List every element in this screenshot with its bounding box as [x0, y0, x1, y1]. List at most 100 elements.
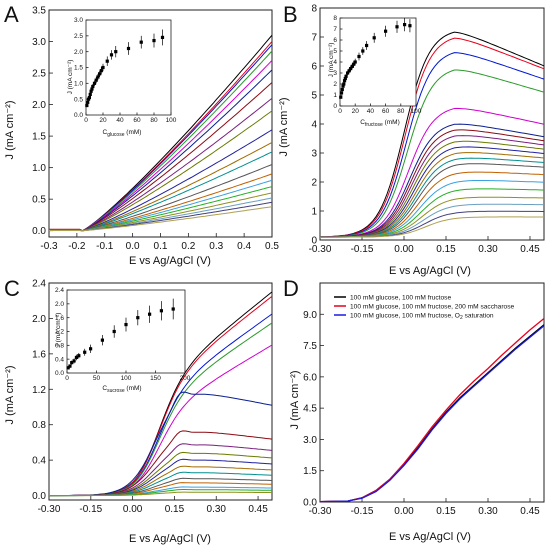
panel-b-inset-ytick-label: 3: [333, 70, 337, 77]
panel-d-xtick-label: 0.15: [436, 506, 456, 517]
panel-c-xtick-label: 0.15: [165, 504, 185, 515]
panel-c-inset-point: [68, 364, 72, 368]
panel-b-inset-ytick-label: 0: [333, 103, 337, 110]
panel-a-inset-point: [88, 92, 92, 97]
panel-a-inset-point: [87, 95, 91, 100]
panel-c-inset-point: [72, 359, 76, 363]
panel-c-xlabel: E vs Ag/AgCl (V): [129, 533, 211, 545]
panel-b-xtick-label: 0.15: [436, 244, 456, 255]
panel-a-inset-point: [94, 78, 98, 82]
panel-a-ytick-label: 1.5: [32, 132, 46, 143]
panel-c-plot: -0.30 -0.15 0.00 0.15 0.30 0.450.00.40.81.21.…: [32, 279, 273, 515]
panel-a-inset-point: [101, 65, 105, 70]
panel-b-inset-xtick-label: 20: [352, 108, 360, 115]
panel-b-ytick-label: 4: [311, 120, 317, 131]
panel-c-xtick-label: 0.30: [207, 504, 227, 515]
panel-b-inset-xlabel: Cfructose (mM): [360, 119, 399, 128]
panel-b-inset-point: [340, 87, 344, 92]
panel-b-xtick-label: -0.15: [351, 244, 374, 255]
panel-b-inset-point: [342, 82, 346, 86]
panel-b-inset-point: [350, 64, 354, 68]
panel-b-ytick-label: 7: [311, 33, 317, 44]
panel-a-inset-bg: [86, 20, 171, 115]
panel-b-inset-ytick-label: 2: [333, 81, 337, 88]
panel-b-series-line: [320, 129, 545, 238]
panel-c-ytick-label: 2.0: [32, 314, 46, 325]
panel-b-letter: B: [283, 2, 298, 27]
panel-c-ytick-label: 0.0: [32, 491, 46, 502]
panel-c-inset-xtick-label: 200: [180, 375, 191, 382]
panel-a-inset-point: [152, 38, 156, 43]
panel-a-inset-xtick-label: 100: [166, 117, 177, 124]
panel-a-xtick-label: 0.3: [209, 241, 223, 252]
panel-c-ylabel: J (mA cm⁻²): [4, 366, 16, 425]
panel-a-ytick-label: 0.0: [32, 226, 46, 237]
panel-a-inset-point: [89, 89, 93, 93]
panel-a-ytick-label: 2.5: [32, 69, 46, 80]
panel-a-inset-xlabel: Cglucose (mM): [103, 129, 142, 138]
panel-b-inset-point: [408, 24, 412, 28]
panel-d: D E vs Ag/AgCl (V) J (mA cm⁻²) -0.30 -0.1…: [283, 276, 545, 543]
panel-a-xtick-label: 0.0: [126, 241, 140, 252]
panel-b-series-line: [319, 37, 545, 238]
panel-a-ytick-label: 0.5: [32, 195, 46, 206]
panel-c-inset-ytick-label: 1.2: [55, 329, 64, 336]
panel-b-xlabel: E vs Ag/AgCl (V): [389, 265, 471, 277]
panel-b-ytick-label: 1: [311, 207, 317, 218]
panel-c-inset-ytick-label: 2.0: [55, 301, 64, 308]
panel-c-inset-xtick-label: 150: [150, 375, 161, 382]
panel-d-plot: -0.30 -0.15 0.00 0.15 0.30 0.45 0.0 1.5 3.0 4.5 6.…: [303, 282, 545, 517]
panel-c-inset-point: [89, 347, 93, 351]
panel-b-series-line: [320, 188, 544, 238]
panel-a-inset-ylabel: J (mA cm⁻²): [67, 60, 74, 95]
panel-c-inset-point: [112, 329, 116, 334]
panel-b-inset-ytick-label: 6: [333, 37, 337, 44]
panel-d-ylabel: J (mA cm⁻²): [289, 371, 301, 430]
panel-d-xtick-label: 0.45: [520, 506, 540, 517]
panel-d-ytick-label: 9.0: [303, 310, 317, 321]
panel-a-inset-ytick-label: 2.5: [74, 33, 83, 40]
panel-d-ytick-label: 1.5: [303, 466, 317, 477]
panel-c-xtick-label: 0.00: [123, 504, 143, 515]
panel-b-ytick-label: 5: [311, 91, 317, 102]
panel-c-ytick-label: 0.8: [32, 420, 46, 431]
panel-b-inset-xtick-label: 80: [397, 108, 405, 115]
panel-a-ytick-label: 2.0: [32, 100, 46, 111]
panel-a: A E vs Ag/AgCl (V) J (mA cm⁻²) -0.3 -0.2-…: [4, 2, 279, 267]
panel-c-inset-ytick-label: 0.4: [55, 356, 64, 363]
panel-d-series-line: [319, 325, 545, 503]
panel-b-inset-point: [349, 67, 353, 71]
panel-b-inset-point: [357, 54, 361, 59]
panel-a-series-line: [49, 129, 273, 232]
panel-c-inset-ytick-label: 0.0: [55, 370, 64, 377]
panel-b-inset-ytick-label: 7: [333, 26, 337, 33]
panel-b-inset-xtick-label: 0: [338, 108, 342, 115]
panel-a-xtick-label: 0.4: [237, 241, 251, 252]
panel-a-inset-xtick-label: 60: [133, 117, 141, 124]
panel-a-ylabel: J (mA cm⁻²): [4, 101, 16, 160]
panel-a-xtick-label: -0.2: [68, 241, 86, 252]
panel-b: B E vs Ag/AgCl (V) J (mA cm⁻²) -0.30 -0.1…: [278, 2, 545, 277]
panel-b-inset-point: [339, 91, 344, 95]
panel-d-letter: D: [283, 276, 299, 301]
panel-a-inset-ytick-label: 1.0: [74, 81, 83, 88]
panel-a-xtick-label: 0.2: [181, 241, 195, 252]
panel-b-inset-xtick-label: 60: [382, 108, 390, 115]
panel-a-inset-point: [126, 46, 131, 51]
panel-b-inset-xtick-label: 100: [411, 108, 422, 115]
panel-a-inset-point: [92, 81, 97, 85]
panel-d-series-line: [319, 324, 545, 503]
panel-a-inset-xtick-label: 0: [84, 117, 88, 124]
panel-a-inset-point: [96, 75, 100, 79]
panel-b-xtick-label: -0.30: [309, 244, 332, 255]
panel-c-series-line: [49, 486, 272, 497]
panel-a-xlabel: E vs Ag/AgCl (V): [129, 255, 211, 267]
panel-b-ytick-label: 8: [311, 4, 317, 15]
panel-c-inset-xtick-label: 50: [93, 375, 101, 382]
panel-a-inset-point: [99, 69, 103, 73]
panel-b-xtick-label: 0.45: [520, 244, 540, 255]
panel-c-inset-point: [136, 316, 140, 320]
panel-d-ytick-label: 7.5: [303, 341, 317, 352]
